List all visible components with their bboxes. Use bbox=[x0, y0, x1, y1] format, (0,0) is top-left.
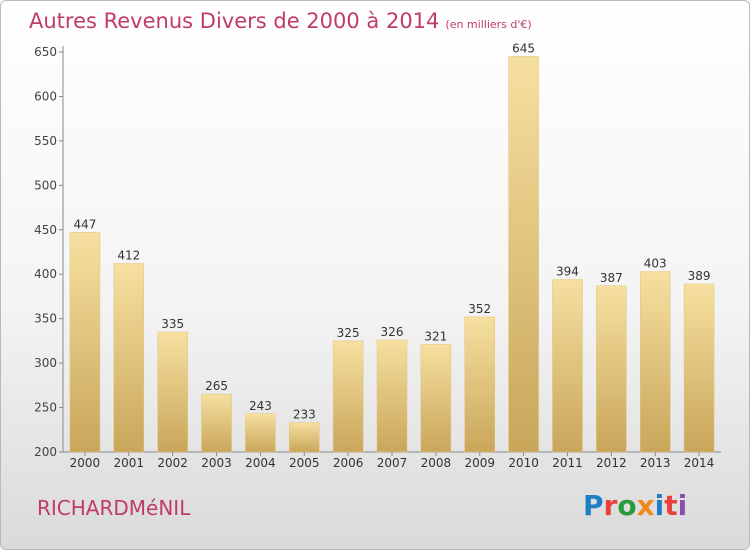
x-tick-label: 2004 bbox=[245, 456, 276, 470]
y-tick-label: 550 bbox=[34, 134, 57, 148]
logo-letter: P bbox=[583, 489, 604, 522]
x-tick-label: 2011 bbox=[552, 456, 583, 470]
bar-2012 bbox=[596, 285, 627, 453]
data-label: 243 bbox=[249, 399, 272, 413]
y-tick-label: 400 bbox=[34, 267, 57, 281]
x-tick-label: 2009 bbox=[464, 456, 495, 470]
y-tick-label: 650 bbox=[34, 45, 57, 59]
x-tick-label: 2012 bbox=[596, 456, 627, 470]
x-tick-label: 2014 bbox=[684, 456, 715, 470]
y-tick-label: 450 bbox=[34, 223, 57, 237]
logo-letter: t bbox=[664, 489, 678, 522]
data-label: 321 bbox=[424, 329, 447, 343]
bar-2000 bbox=[69, 232, 101, 453]
data-label: 645 bbox=[512, 41, 535, 55]
logo-letter: x bbox=[636, 489, 655, 522]
bar-2013 bbox=[639, 271, 671, 453]
data-label: 394 bbox=[556, 265, 579, 279]
y-tick-label: 500 bbox=[34, 178, 57, 192]
y-tick-label: 600 bbox=[34, 89, 57, 103]
y-tick-label: 300 bbox=[34, 356, 57, 370]
chart-title: Autres Revenus Divers de 2000 à 2014 (en … bbox=[29, 9, 532, 33]
data-label: 335 bbox=[161, 317, 184, 331]
data-label: 233 bbox=[293, 408, 316, 422]
town-name: RICHARDMéNIL bbox=[37, 496, 191, 520]
data-label: 389 bbox=[688, 269, 711, 283]
bar-2008 bbox=[420, 344, 452, 453]
x-tick-label: 2013 bbox=[640, 456, 671, 470]
data-label: 326 bbox=[381, 325, 404, 339]
bar-2003 bbox=[201, 393, 232, 453]
logo-letter: i bbox=[654, 489, 665, 522]
bar-2006 bbox=[332, 340, 364, 453]
y-tick-label: 200 bbox=[34, 445, 57, 459]
bar-2001 bbox=[113, 263, 145, 453]
data-label: 403 bbox=[644, 257, 667, 271]
logo-letter: r bbox=[603, 489, 618, 522]
x-tick-label: 2005 bbox=[289, 456, 320, 470]
x-tick-label: 2008 bbox=[421, 456, 452, 470]
y-tick-label: 250 bbox=[34, 401, 57, 415]
data-label: 265 bbox=[205, 379, 228, 393]
bar-2007 bbox=[376, 339, 408, 453]
data-label: 325 bbox=[337, 326, 360, 340]
data-label: 447 bbox=[73, 217, 96, 231]
x-tick-label: 2003 bbox=[201, 456, 232, 470]
bar-2002 bbox=[157, 331, 188, 453]
data-label: 387 bbox=[600, 271, 623, 285]
x-tick-label: 2006 bbox=[333, 456, 364, 470]
bar-2009 bbox=[464, 316, 495, 453]
x-tick-label: 2002 bbox=[157, 456, 188, 470]
x-tick-label: 2001 bbox=[114, 456, 145, 470]
data-label: 352 bbox=[468, 302, 491, 316]
y-tick-label: 350 bbox=[34, 312, 57, 326]
bar-2014 bbox=[683, 283, 715, 453]
proxiti-logo: Proxiti bbox=[583, 489, 693, 525]
bar-2005 bbox=[289, 422, 320, 453]
bar-2010 bbox=[508, 56, 539, 453]
logo-letter: o bbox=[617, 489, 637, 522]
x-tick-label: 2007 bbox=[377, 456, 408, 470]
data-label: 412 bbox=[117, 249, 140, 263]
bar-2011 bbox=[552, 279, 583, 453]
x-tick-label: 2000 bbox=[70, 456, 101, 470]
chart-subtitle: (en milliers d'€) bbox=[445, 18, 532, 31]
logo-letter: i bbox=[677, 489, 688, 522]
bar-2004 bbox=[245, 413, 276, 453]
x-tick-label: 2010 bbox=[508, 456, 539, 470]
